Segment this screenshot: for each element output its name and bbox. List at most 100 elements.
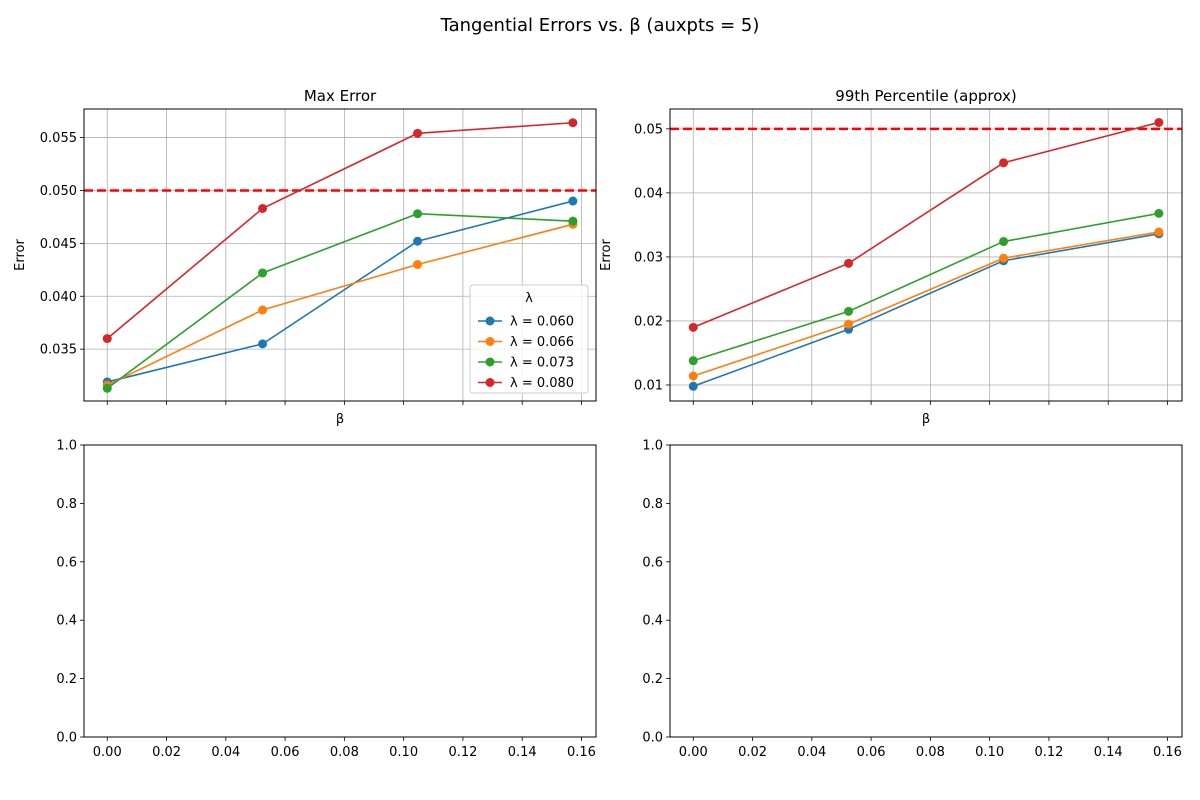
legend-box (469, 284, 589, 394)
data-point (1154, 208, 1164, 218)
x-tick-label: 0.08 (330, 745, 359, 760)
legend-marker (485, 357, 495, 367)
axes-frame (669, 108, 1183, 402)
data-point (844, 306, 854, 316)
x-tick-label: 0.00 (93, 745, 122, 760)
figure-suptitle: Tangential Errors vs. β (auxpts = 5) (440, 15, 760, 36)
y-tick-label: 0.035 (40, 343, 77, 358)
x-tick-label: 0.14 (1094, 745, 1123, 760)
panel-empty-bottom-right: 0.00 0.02 0.04 0.06 0.08 0.10 0.12 0.14 0.16 0.0 0… (642, 439, 1183, 761)
y-tick-label: 0.8 (56, 497, 77, 512)
subplot-title: Max Error (304, 87, 377, 105)
data-point (1154, 117, 1164, 127)
grid-lines (670, 109, 1182, 401)
data-point (102, 383, 112, 393)
data-point (844, 258, 854, 268)
x-axis-label: β (336, 412, 344, 427)
data-point (258, 203, 268, 213)
legend-entry-label: λ = 0.080 (510, 376, 574, 391)
data-point (999, 253, 1009, 263)
data-point (568, 118, 578, 128)
data-point (844, 319, 854, 329)
series-group (102, 118, 578, 393)
y-tick-label: 0.0 (642, 731, 663, 746)
data-point (568, 196, 578, 206)
legend-entry-label: λ = 0.066 (510, 335, 574, 350)
axes-frame (83, 444, 597, 738)
series-line (106, 121, 573, 340)
x-tick-label: 0.16 (1153, 745, 1182, 760)
x-tick-label: 0.10 (975, 745, 1004, 760)
data-point (568, 216, 578, 226)
x-tick-label: 0.06 (271, 745, 300, 760)
y-tick-label: 0.4 (56, 614, 77, 629)
data-point (688, 381, 698, 391)
data-point (688, 356, 698, 366)
y-tick-label: 0.050 (40, 184, 77, 199)
axis-ticks: 0.00 0.02 0.04 0.06 0.08 0.10 0.12 0.14 0.16 0.0 0… (642, 439, 1182, 761)
series-line (692, 121, 1160, 329)
y-tick-label: 0.2 (56, 672, 77, 687)
series-line (107, 200, 574, 383)
y-tick-label: 0.6 (642, 555, 663, 570)
data-point (102, 334, 112, 344)
axis-ticks: 0.035 0.040 0.045 0.050 0.055 (40, 131, 582, 405)
y-tick-label: 0.2 (642, 672, 663, 687)
legend-marker (485, 337, 495, 346)
x-tick-label: 0.04 (211, 745, 240, 760)
panel-empty-bottom-left: 0.00 0.02 0.04 0.06 0.08 0.10 0.12 0.14 0.16 0.0 0… (56, 439, 597, 761)
legend-entry-label: λ = 0.073 (510, 356, 574, 371)
legend-entry-label: λ = 0.060 (510, 315, 574, 330)
y-tick-label: 0.02 (634, 314, 663, 329)
y-tick-label: 1.0 (642, 439, 663, 454)
data-point (999, 237, 1009, 247)
panel-max-error: 0.035 0.040 0.045 0.050 0.055 Max Error β Er… (13, 87, 597, 427)
data-point (688, 371, 698, 381)
data-point (999, 158, 1009, 168)
series-line (106, 212, 573, 389)
series-line (692, 233, 1160, 388)
x-tick-label: 0.06 (857, 745, 886, 760)
data-point (413, 236, 423, 246)
data-point (413, 260, 423, 270)
x-tick-label: 0.16 (567, 745, 596, 760)
axis-ticks: 0.01 0.02 0.03 0.04 0.05 (634, 122, 1168, 405)
data-point (258, 305, 268, 315)
data-point (688, 322, 698, 332)
series-line (693, 231, 1160, 377)
y-tick-label: 0.4 (642, 614, 663, 629)
x-axis-label: β (922, 412, 930, 427)
x-tick-label: 0.14 (508, 745, 537, 760)
y-tick-label: 0.03 (634, 250, 663, 265)
y-tick-label: 0.6 (56, 555, 77, 570)
legend: λ λ = 0.060 λ = 0.066 λ = 0.073 λ = 0.080 (469, 284, 589, 394)
y-tick-label: 0.05 (634, 122, 663, 137)
axis-ticks: 0.00 0.02 0.04 0.06 0.08 0.10 0.12 0.14 0.16 0.0 0… (56, 439, 596, 761)
x-tick-label: 0.08 (916, 745, 945, 760)
data-point (258, 339, 268, 349)
x-tick-label: 0.12 (1034, 745, 1063, 760)
axes-frame (83, 108, 597, 402)
series-line (693, 212, 1160, 362)
y-tick-label: 0.8 (642, 497, 663, 512)
y-tick-label: 0.045 (40, 237, 77, 252)
x-tick-label: 0.02 (738, 745, 767, 760)
axes-frame (669, 444, 1183, 738)
y-tick-label: 1.0 (56, 439, 77, 454)
panel-99th-percentile: 0.01 0.02 0.03 0.04 0.05 99th Percentile (ap… (599, 87, 1183, 427)
x-tick-label: 0.12 (448, 745, 477, 760)
y-axis-label: Error (13, 239, 28, 271)
legend-title: λ (525, 291, 533, 306)
y-axis-label: Error (599, 239, 614, 271)
x-tick-label: 0.02 (152, 745, 181, 760)
y-tick-label: 0.055 (40, 131, 77, 146)
x-tick-label: 0.10 (389, 745, 418, 760)
legend-marker (485, 316, 495, 326)
subplot-title: 99th Percentile (approx) (835, 87, 1016, 105)
legend-marker (485, 378, 495, 387)
data-point (413, 209, 423, 219)
data-point (258, 268, 268, 278)
y-tick-label: 0.01 (634, 378, 663, 393)
